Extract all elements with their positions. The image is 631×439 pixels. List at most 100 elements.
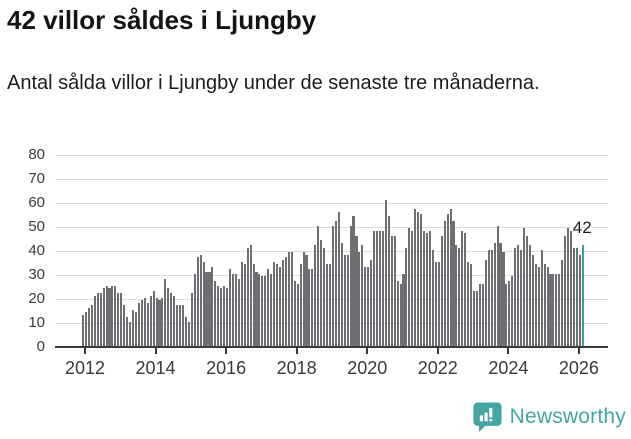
bar (158, 300, 161, 346)
bar (205, 271, 208, 346)
bar (378, 230, 382, 346)
bar (511, 276, 514, 346)
bar (417, 211, 420, 346)
bar (473, 290, 476, 346)
bar (102, 288, 105, 346)
bar (531, 254, 534, 346)
bar (364, 266, 367, 346)
bar (234, 274, 237, 346)
x-axis-tick-2018 (295, 348, 298, 354)
x-axis-label-2014: 2014 (135, 358, 176, 378)
bar (328, 264, 332, 346)
bar-chart: 2012 2014 2016 2018 2020 2022 2024 2026 42 0 10 20… (0, 140, 631, 395)
bar (567, 228, 570, 346)
bar (320, 240, 323, 346)
bar (449, 209, 452, 346)
bar (481, 283, 484, 346)
y-axis-label-20: 20 (28, 290, 45, 307)
bar (470, 264, 473, 346)
bar (137, 302, 140, 346)
gridline-y-70 (55, 179, 608, 180)
bar (302, 252, 305, 346)
bar-current-highlighted (581, 245, 584, 346)
bar (176, 305, 179, 346)
bar (331, 226, 334, 346)
bar (534, 264, 537, 346)
bar (552, 274, 555, 346)
bar (508, 281, 511, 346)
bar (193, 274, 196, 346)
bar (108, 288, 111, 346)
bar (493, 242, 496, 346)
bar (572, 247, 576, 346)
bar (179, 305, 182, 346)
bar (155, 298, 158, 346)
bar (255, 271, 258, 346)
bar (308, 269, 311, 346)
bar (264, 276, 267, 346)
bar (546, 266, 549, 346)
bar (458, 247, 461, 346)
bar (523, 228, 526, 346)
bar (284, 257, 287, 346)
bar (317, 226, 320, 346)
gridline-y-60 (55, 203, 608, 204)
x-axis-tick-2026 (577, 348, 580, 354)
bar (455, 245, 458, 346)
bar (337, 211, 340, 346)
bar (381, 230, 384, 346)
gridline-y-80 (55, 155, 608, 156)
bar (305, 254, 308, 346)
bar (323, 247, 326, 346)
bar (414, 209, 417, 346)
bar (299, 264, 302, 346)
bar (437, 262, 440, 346)
bar (352, 216, 355, 346)
bar (373, 230, 376, 346)
bar (293, 281, 296, 346)
bar (387, 216, 390, 346)
bar (452, 221, 455, 346)
bar (290, 252, 293, 346)
bar (220, 288, 223, 346)
bar (384, 199, 387, 346)
bar (249, 245, 252, 346)
x-axis-label-2016: 2016 (206, 358, 247, 378)
bar (496, 226, 499, 346)
bar (467, 262, 470, 346)
bar (82, 314, 85, 346)
bar (478, 283, 481, 346)
brand-name: Newsworthy (509, 404, 626, 428)
bar (184, 317, 187, 346)
bar (202, 262, 205, 346)
x-axis-tick-2024 (507, 348, 510, 354)
bar (96, 293, 99, 346)
bar (170, 293, 173, 346)
bar (243, 264, 246, 346)
bar (464, 233, 467, 346)
plot-area: 2012 2014 2016 2018 2020 2022 2024 2026 42 (55, 155, 608, 378)
bar (211, 266, 214, 346)
bar (181, 305, 185, 346)
bar (196, 257, 199, 346)
gridline-y-50 (55, 227, 608, 228)
newsworthy-logo[interactable]: Newsworthy (472, 400, 626, 433)
x-axis-tick-2022 (436, 348, 439, 354)
bar (123, 305, 126, 346)
bar (270, 274, 273, 346)
bar (575, 247, 578, 346)
bar (558, 274, 561, 346)
x-axis-tick-2020 (366, 348, 369, 354)
y-axis-label-10: 10 (28, 314, 45, 331)
bar (334, 221, 337, 346)
bar (114, 286, 117, 346)
bar (167, 288, 170, 346)
bar (499, 242, 502, 346)
bar (434, 262, 437, 346)
x-axis-tick-2012 (84, 348, 86, 354)
bar (475, 290, 479, 346)
y-axis-label-70: 70 (28, 170, 45, 187)
bar (358, 252, 361, 346)
bar (561, 259, 564, 346)
bar (570, 230, 573, 346)
